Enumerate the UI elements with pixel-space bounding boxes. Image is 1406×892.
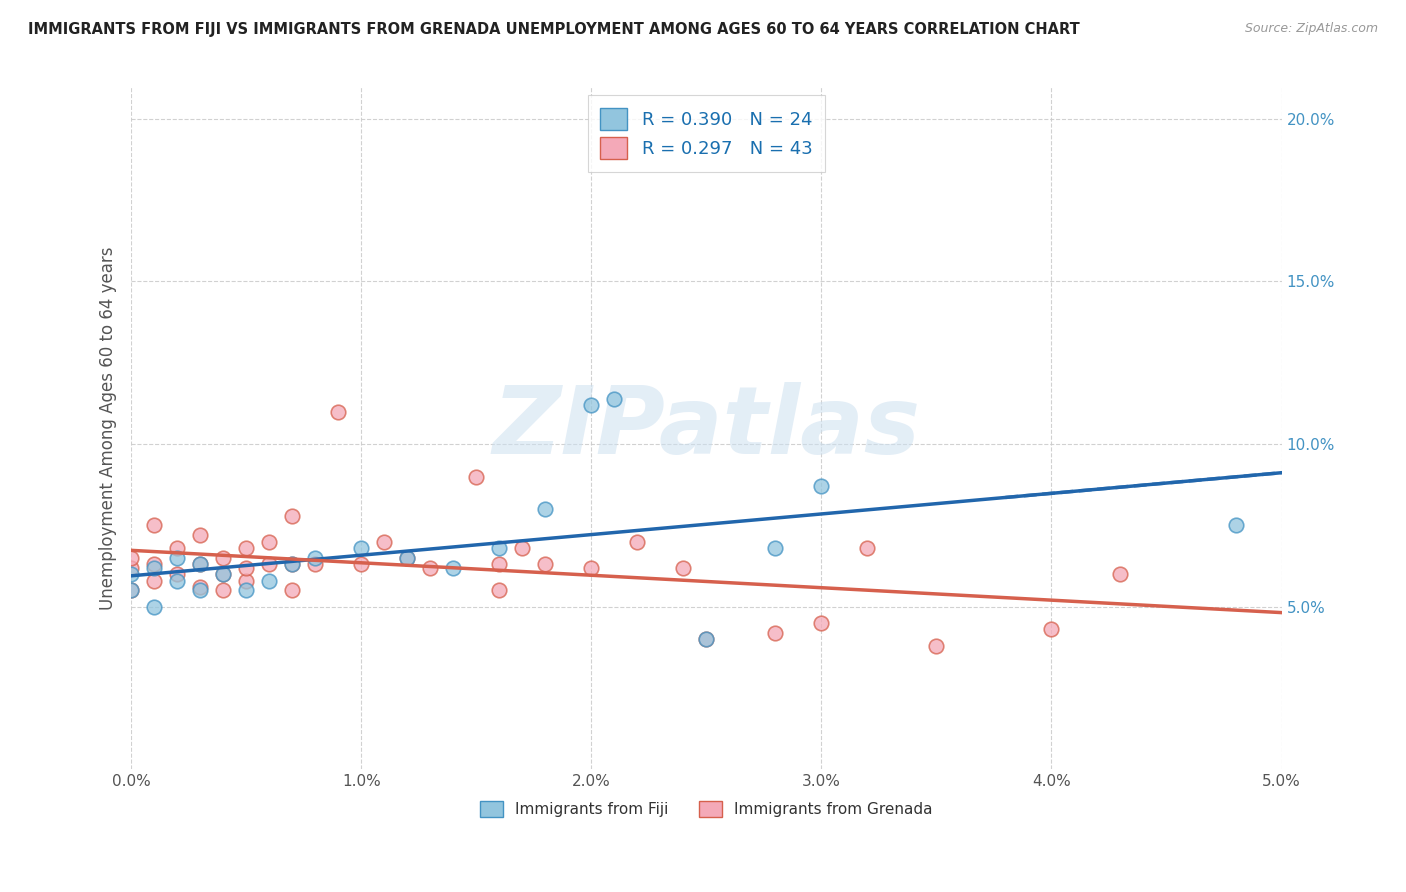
Point xyxy=(695,632,717,647)
Point xyxy=(120,560,142,574)
Point xyxy=(143,518,166,533)
Point xyxy=(581,560,603,574)
Point xyxy=(235,560,257,574)
Point xyxy=(350,541,373,556)
Point xyxy=(120,550,142,565)
Point xyxy=(810,615,832,630)
Point xyxy=(259,558,281,572)
Point xyxy=(188,528,211,542)
Point xyxy=(304,558,326,572)
Point xyxy=(488,558,510,572)
Point xyxy=(396,550,419,565)
Point xyxy=(328,404,350,418)
Point xyxy=(120,583,142,598)
Point xyxy=(281,508,304,523)
Y-axis label: Unemployment Among Ages 60 to 64 years: Unemployment Among Ages 60 to 64 years xyxy=(100,246,117,609)
Point xyxy=(143,574,166,588)
Point xyxy=(856,541,879,556)
Point xyxy=(763,541,786,556)
Point xyxy=(259,534,281,549)
Point xyxy=(259,574,281,588)
Point xyxy=(235,574,257,588)
Point xyxy=(188,558,211,572)
Point xyxy=(166,574,188,588)
Point xyxy=(212,583,235,598)
Point xyxy=(695,632,717,647)
Point xyxy=(672,560,695,574)
Point xyxy=(488,541,510,556)
Point xyxy=(304,550,326,565)
Point xyxy=(373,534,395,549)
Point xyxy=(441,560,464,574)
Point xyxy=(235,583,257,598)
Point xyxy=(166,567,188,582)
Point xyxy=(419,560,441,574)
Point xyxy=(212,567,235,582)
Point xyxy=(143,558,166,572)
Point xyxy=(763,625,786,640)
Point xyxy=(603,392,626,406)
Point xyxy=(166,550,188,565)
Text: ZIPatlas: ZIPatlas xyxy=(492,382,921,474)
Point xyxy=(626,534,648,549)
Point xyxy=(1040,623,1063,637)
Point xyxy=(350,558,373,572)
Point xyxy=(396,550,419,565)
Point xyxy=(143,560,166,574)
Point xyxy=(534,558,557,572)
Point xyxy=(143,599,166,614)
Point xyxy=(581,398,603,412)
Point xyxy=(925,639,948,653)
Point xyxy=(534,502,557,516)
Point xyxy=(188,583,211,598)
Point xyxy=(212,567,235,582)
Point xyxy=(120,583,142,598)
Point xyxy=(281,558,304,572)
Point xyxy=(281,558,304,572)
Point xyxy=(281,583,304,598)
Point xyxy=(212,550,235,565)
Legend: Immigrants from Fiji, Immigrants from Grenada: Immigrants from Fiji, Immigrants from Gr… xyxy=(474,795,939,823)
Point xyxy=(512,541,534,556)
Point xyxy=(465,469,488,483)
Text: Source: ZipAtlas.com: Source: ZipAtlas.com xyxy=(1244,22,1378,36)
Point xyxy=(235,541,257,556)
Point xyxy=(188,580,211,594)
Point xyxy=(1109,567,1132,582)
Point xyxy=(1225,518,1247,533)
Point xyxy=(188,558,211,572)
Point xyxy=(166,541,188,556)
Point xyxy=(120,567,142,582)
Text: IMMIGRANTS FROM FIJI VS IMMIGRANTS FROM GRENADA UNEMPLOYMENT AMONG AGES 60 TO 64: IMMIGRANTS FROM FIJI VS IMMIGRANTS FROM … xyxy=(28,22,1080,37)
Point xyxy=(810,479,832,493)
Point xyxy=(488,583,510,598)
